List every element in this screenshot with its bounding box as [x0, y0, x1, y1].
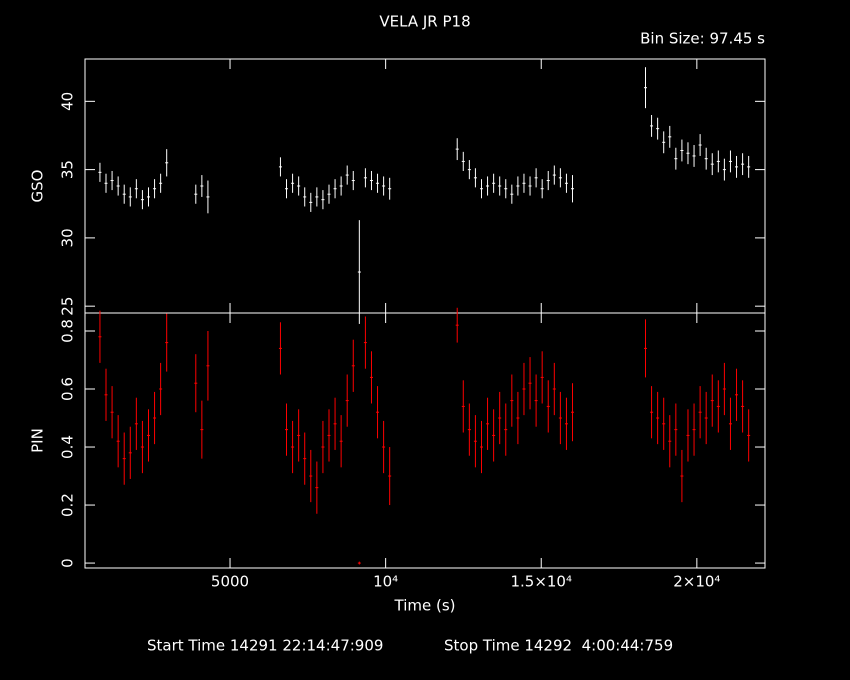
y-axis-label: PIN: [29, 428, 47, 453]
chart-title: VELA JR P18: [379, 13, 470, 31]
x-tick-label: 10⁴: [373, 573, 398, 591]
x-axis-label: Time (s): [394, 597, 456, 615]
y-tick-label: 0: [59, 558, 77, 568]
x-tick-label: 5000: [211, 573, 249, 591]
x-tick-label: 2×10⁴: [673, 573, 720, 591]
y-tick-label: 0.6: [59, 377, 77, 401]
y-tick-label: 0.4: [59, 435, 77, 459]
x-tick-label: 1.5×10⁴: [510, 573, 572, 591]
y-tick-label: 0.8: [59, 319, 77, 343]
y-tick-label: 30: [59, 228, 77, 247]
y-axis-label: GSO: [29, 170, 47, 203]
y-tick-label: 40: [59, 92, 77, 111]
stop-time: Stop Time 14292 4:00:44:759: [444, 637, 673, 655]
y-tick-label: 35: [59, 160, 77, 179]
bin-size: Bin Size: 97.45 s: [640, 30, 765, 48]
panel-frame: [84, 312, 766, 569]
start-time: Start Time 14291 22:14:47:909: [147, 637, 383, 655]
y-tick-label: 25: [59, 297, 77, 316]
y-tick-label: 0.2: [59, 493, 77, 517]
